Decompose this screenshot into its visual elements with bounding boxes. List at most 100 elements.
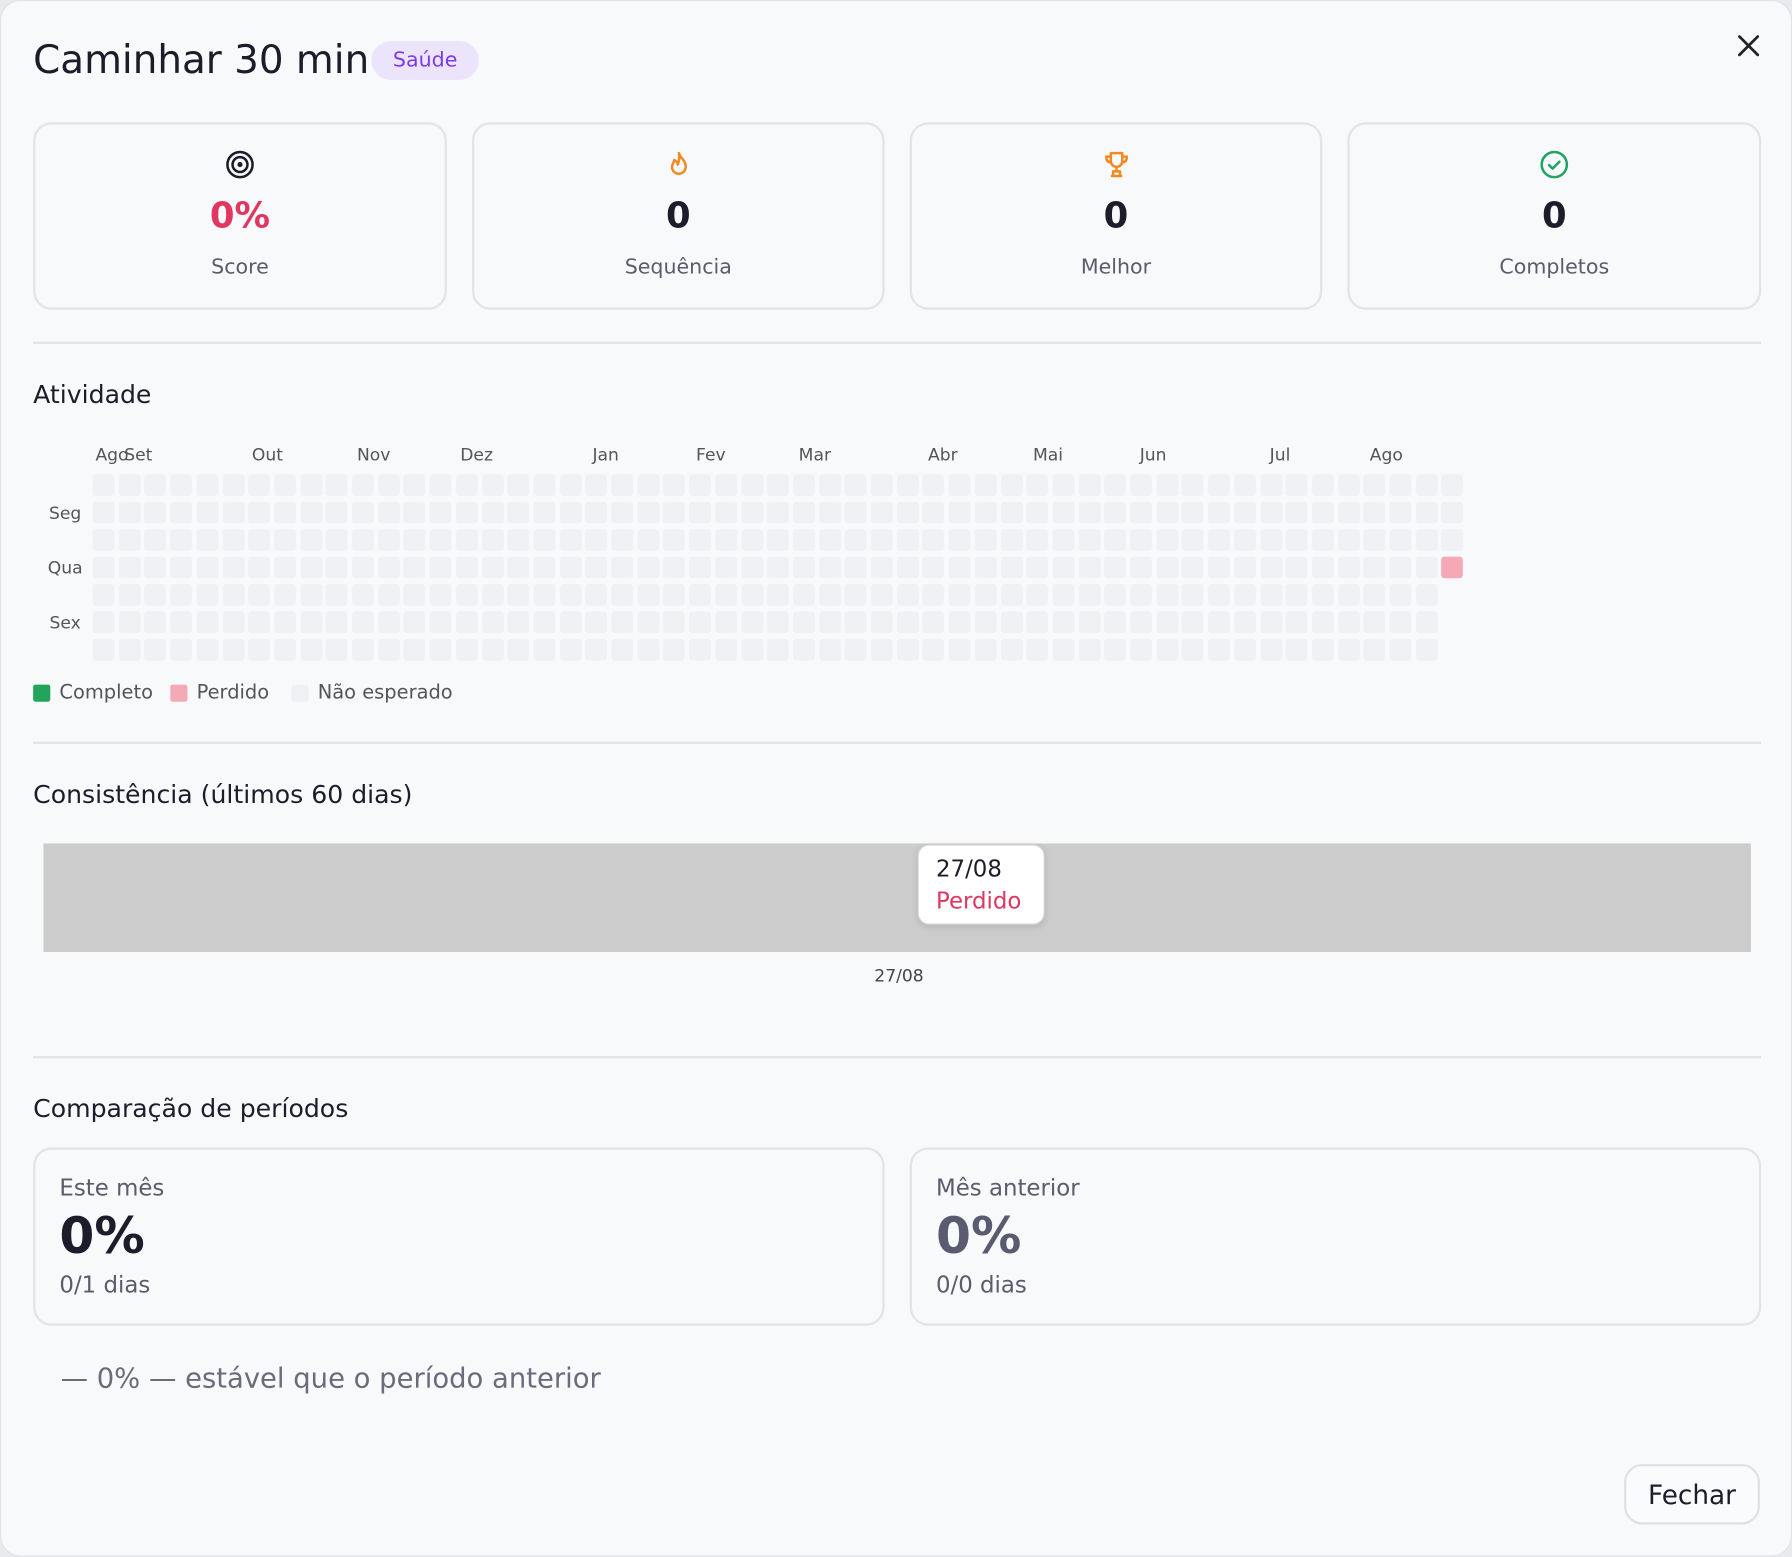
- heatmap-cell: [974, 583, 997, 606]
- heatmap-cell: [741, 556, 763, 579]
- stat-label: Score: [211, 255, 269, 280]
- heatmap-cell: [974, 529, 997, 551]
- heatmap-cell: [844, 529, 867, 551]
- heatmap-cell: [1078, 583, 1101, 606]
- heatmap-cell: [1285, 611, 1308, 634]
- period-card: Este mês 0% 0/1 dias: [33, 1147, 885, 1326]
- heatmap-cell: [403, 501, 426, 524]
- heatmap-cell: [1311, 529, 1334, 551]
- heatmap-cell: [1337, 611, 1360, 634]
- heatmap-cell: [1234, 611, 1256, 634]
- heatmap-cell: [1078, 638, 1101, 661]
- divider: [33, 341, 1762, 344]
- month-label: Jul: [1269, 444, 1291, 466]
- heatmap-cell: [767, 501, 789, 524]
- heatmap-cell: [1026, 474, 1049, 496]
- heatmap-cell: [1052, 529, 1075, 551]
- heatmap-cell: [1208, 556, 1230, 579]
- heatmap-cell: [818, 638, 841, 661]
- stat-card: 0% Score: [33, 122, 447, 310]
- heatmap-cell: [767, 556, 789, 579]
- section-title: Consistência (últimos 60 dias): [33, 781, 413, 810]
- heatmap-cell: [922, 583, 945, 606]
- heatmap-cell: [1234, 556, 1256, 579]
- heatmap-cell: [1208, 501, 1230, 524]
- legend-label: Completo: [59, 681, 153, 704]
- heatmap-cell: [585, 501, 608, 524]
- heatmap-cell: [222, 474, 244, 496]
- divider: [33, 1055, 1762, 1059]
- heatmap-cell: [1130, 529, 1152, 551]
- heatmap-cell: [767, 474, 789, 496]
- heatmap-cell: [1052, 474, 1075, 496]
- heatmap-cell: [118, 529, 141, 551]
- heatmap-cell: [1104, 611, 1127, 634]
- heatmap-cell: [455, 583, 478, 606]
- heatmap-cell: [1415, 556, 1438, 579]
- heatmap-cell: [274, 529, 296, 551]
- heatmap-cell: [1026, 583, 1049, 606]
- heatmap-cell: [1104, 638, 1127, 661]
- heatmap-cell: [1234, 474, 1256, 496]
- heatmap-cell: [870, 638, 893, 661]
- heatmap-cell: [1363, 583, 1386, 606]
- heatmap-cell: [1052, 556, 1075, 579]
- heatmap-cell: [585, 556, 608, 579]
- heatmap-cell: [611, 529, 634, 551]
- heatmap-cell: [274, 638, 296, 661]
- period-value: 0%: [59, 1207, 145, 1266]
- heatmap-cell: [1415, 583, 1438, 606]
- heatmap-cell: [896, 529, 919, 551]
- heatmap-cell: [1415, 638, 1438, 661]
- heatmap-cell: [326, 638, 348, 661]
- heatmap-cell: [767, 611, 789, 634]
- heatmap-cell: [274, 611, 296, 634]
- heatmap-cell: [689, 638, 711, 661]
- heatmap-cell: [533, 583, 556, 606]
- legend-swatch: [291, 684, 309, 702]
- heatmap-cell: [481, 638, 504, 661]
- heatmap-cell: [455, 638, 478, 661]
- month-label: Dez: [460, 444, 493, 466]
- period-label: Mês anterior: [935, 1173, 1080, 1202]
- heatmap-cell: [922, 556, 945, 579]
- heatmap-cell: [1026, 611, 1049, 634]
- heatmap-cell: [1052, 611, 1075, 634]
- heatmap-cell: [300, 501, 322, 524]
- heatmap-cell: [585, 529, 608, 551]
- heatmap-cell: [1130, 583, 1152, 606]
- heatmap-cell: [1415, 501, 1438, 524]
- day-label: Sex: [49, 612, 81, 634]
- heatmap-cell: [1026, 556, 1049, 579]
- heatmap-cell: [793, 583, 815, 606]
- heatmap-cell: [896, 611, 919, 634]
- heatmap-cell: [118, 556, 141, 579]
- heatmap-cell: [481, 474, 504, 496]
- heatmap-cell: [1363, 638, 1386, 661]
- heatmap-cell: [559, 474, 582, 496]
- heatmap-cell: [715, 556, 737, 579]
- heatmap-cell: [1234, 583, 1256, 606]
- heatmap-cell: [300, 556, 322, 579]
- heatmap-cell: [144, 638, 167, 661]
- heatmap-cell: [715, 501, 737, 524]
- heatmap-cell: [1337, 556, 1360, 579]
- heatmap-cell: [1415, 529, 1438, 551]
- heatmap-cell: [118, 583, 141, 606]
- heatmap-cell: [248, 638, 270, 661]
- heatmap-cell: [767, 583, 789, 606]
- close-button[interactable]: [1735, 32, 1762, 59]
- consistency-bar[interactable]: [43, 843, 1751, 952]
- heatmap-cell: [481, 611, 504, 634]
- heatmap-cell: [1104, 583, 1127, 606]
- stat-icon: [226, 150, 254, 179]
- heatmap-cell: [1000, 611, 1023, 634]
- heatmap-cell: [326, 611, 348, 634]
- heatmap-cell: [1441, 501, 1464, 524]
- heatmap-cell: [118, 501, 141, 524]
- close-footer-button[interactable]: Fechar: [1623, 1463, 1760, 1525]
- heatmap-cell: [1337, 474, 1360, 496]
- heatmap-cell: [118, 474, 141, 496]
- heatmap-cell: [818, 474, 841, 496]
- heatmap-cell: [585, 611, 608, 634]
